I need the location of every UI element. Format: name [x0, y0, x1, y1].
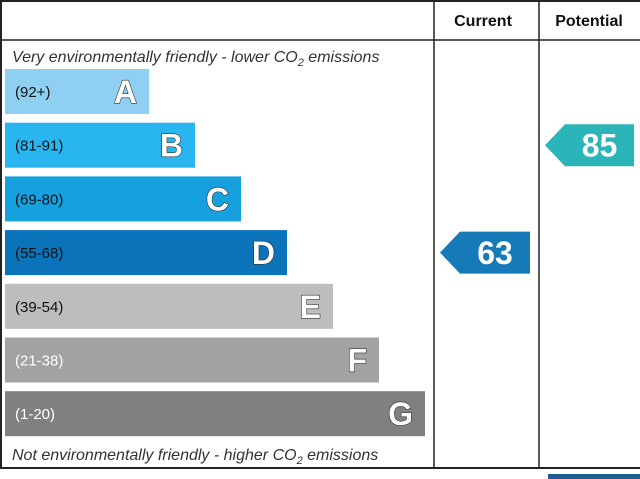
band-g-range: (1-20): [15, 406, 55, 423]
bottom-caption-suffix: emissions: [303, 447, 379, 464]
top-caption-text: Very environmentally friendly - lower CO: [12, 49, 298, 66]
band-g-letter: G: [388, 396, 413, 432]
band-d-range: (55-68): [15, 245, 63, 262]
band-g: (1-20) G: [5, 391, 425, 437]
band-b-letter: B: [160, 128, 183, 164]
band-f: (21-38) F: [5, 337, 379, 383]
band-d: (55-68) D: [5, 230, 287, 276]
potential-rating-arrow: 85: [545, 124, 634, 167]
band-c-letter: C: [206, 181, 229, 217]
top-caption-subscript: 2: [297, 57, 304, 69]
potential-rating-value: 85: [582, 128, 618, 164]
rating-bands: (92+) A (81-91) B (69-80) C (55-68) D (39-54) E (2…: [5, 69, 425, 437]
band-f-range: (21-38): [15, 353, 63, 370]
band-e-letter: E: [300, 289, 321, 325]
band-b-bar: [5, 122, 195, 168]
bottom-caption-text: Not environmentally friendly - higher CO: [12, 447, 297, 464]
bottom-edge-strip: [548, 474, 640, 479]
band-f-letter: F: [347, 343, 367, 379]
band-a-letter: A: [114, 74, 137, 110]
current-header: Current: [454, 13, 512, 30]
current-rating-arrow-shape: [440, 231, 530, 274]
band-a-range: (92+): [15, 84, 50, 101]
top-caption-suffix: emissions: [304, 49, 380, 66]
band-c-bar: [5, 176, 241, 222]
band-c-range: (69-80): [15, 191, 63, 208]
current-rating-arrow: 63: [440, 231, 530, 274]
band-b: (81-91) B: [5, 122, 195, 168]
rating-arrows: 63 85: [440, 124, 634, 274]
potential-rating-arrow-shape: [545, 124, 634, 167]
band-g-bar: [5, 391, 425, 437]
outer-border: [0, 0, 640, 469]
top-caption: Very environmentally friendly - lower CO…: [12, 49, 379, 69]
band-d-letter: D: [252, 235, 275, 271]
band-b-range: (81-91): [15, 138, 63, 155]
band-a: (92+) A: [5, 69, 149, 114]
potential-header: Potential: [555, 13, 623, 30]
current-rating-value: 63: [477, 235, 513, 271]
band-a-bar: [5, 69, 149, 114]
band-e-bar: [5, 283, 333, 329]
band-f-bar: [5, 337, 379, 383]
band-e: (39-54) E: [5, 283, 333, 329]
band-e-range: (39-54): [15, 299, 63, 316]
band-d-bar: [5, 230, 287, 276]
band-c: (69-80) C: [5, 176, 241, 222]
bottom-caption: Not environmentally friendly - higher CO…: [12, 447, 378, 467]
bottom-caption-subscript: 2: [296, 455, 303, 467]
